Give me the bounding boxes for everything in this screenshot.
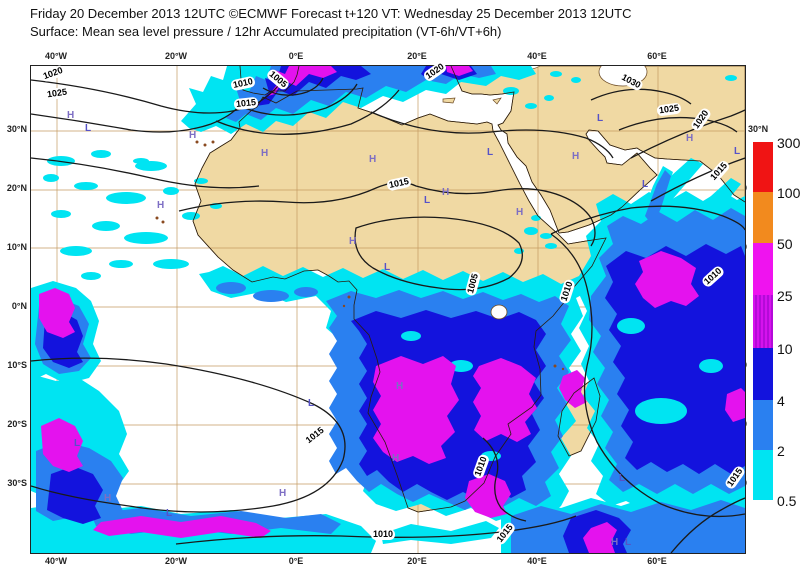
pressure-letter: L [308,398,315,409]
pressure-letter: H [349,236,357,247]
axis-top-20w: 20°W [164,51,188,61]
legend-seg-4-2 [753,400,773,450]
axis-bottom-20e: 20°E [407,556,427,566]
pressure-letter: L [625,537,632,548]
pressure-letter: L [74,438,81,449]
axis-bottom-40e: 40°E [527,556,547,566]
legend-seg-25-10 [753,295,773,348]
lake-victoria [490,304,508,320]
legend-value-10: 10 [777,341,793,357]
axis-bottom-40w: 40°W [44,556,68,566]
axis-top-0e: 0°E [288,51,304,61]
precip-magenta-layer [39,66,745,553]
legend-seg-100-50 [753,192,773,243]
isobar-contour-layer [31,77,745,553]
pressure-letter: L [619,473,626,484]
axis-bottom-0e: 0°E [288,556,304,566]
pressure-letter: H [67,110,75,121]
small-islands-layer [155,140,565,371]
axis-right-30n: 30°N [748,124,769,134]
legend-seg-50-25 [753,243,773,295]
pressure-letter: H [572,151,580,162]
axis-top-20e: 20°E [407,51,427,61]
legend-value-25: 25 [777,288,793,304]
pressure-letter: L [424,195,431,206]
page-title: Friday 20 December 2013 12UTC ©ECMWF For… [30,6,632,21]
axis-left-20n: 20°N [6,183,27,193]
pressure-letter: H [396,381,404,392]
legend-seg-2-05 [753,450,773,500]
axis-bottom-60e: 60°E [647,556,667,566]
axis-left-30n: 30°N [6,124,27,134]
axis-left-20s: 20°S [7,419,27,429]
pressure-letter: H [392,453,400,464]
pressure-letter: L [166,508,173,519]
pressure-letter: L [642,179,649,190]
legend-value-50: 50 [777,236,793,252]
axis-left-10n: 10°N [6,242,27,252]
pressure-letter: H [611,537,619,548]
pressure-letter: H [442,187,450,198]
pressure-letter: L [384,262,391,273]
axis-left-10s: 10°S [7,360,27,370]
isobar-label: 1010 [371,529,396,540]
pressure-letter: L [487,147,494,158]
precipitation-legend-colorbar [753,142,773,500]
axis-bottom-20w: 20°W [164,556,188,566]
axis-top-40e: 40°E [527,51,547,61]
axis-left-30s: 30°S [7,478,27,488]
axis-left-0n: 0°N [11,301,27,311]
map-canvas [31,66,745,553]
pressure-letter: H [686,133,694,144]
legend-value-300: 300 [777,135,801,151]
legend-value-2: 2 [777,443,785,459]
axis-top-40w: 40°W [44,51,68,61]
legend-seg-10-4 [753,348,773,400]
pressure-letter: H [516,207,524,218]
pressure-letter: L [734,146,741,157]
pressure-letter: H [279,488,287,499]
legend-seg-300-100 [753,142,773,192]
axis-top-60e: 60°E [647,51,667,61]
pressure-letter: H [369,154,377,165]
cyprus-island [492,97,502,105]
legend-value-100: 100 [777,185,801,201]
pressure-letter: H [189,130,197,141]
legend-value-4: 4 [777,393,785,409]
crete-island [442,97,456,104]
pressure-letter: L [597,113,604,124]
pressure-letter: H [104,493,112,504]
page-subtitle: Surface: Mean sea level pressure / 12hr … [30,24,502,39]
forecast-map: 1020 1025 1010 1015 1005 1020 1015 1005 … [30,60,747,554]
pressure-letter: H [157,200,165,211]
legend-value-05: 0.5 [777,493,797,509]
pressure-letter: L [85,123,92,134]
pressure-letter: H [261,148,269,159]
